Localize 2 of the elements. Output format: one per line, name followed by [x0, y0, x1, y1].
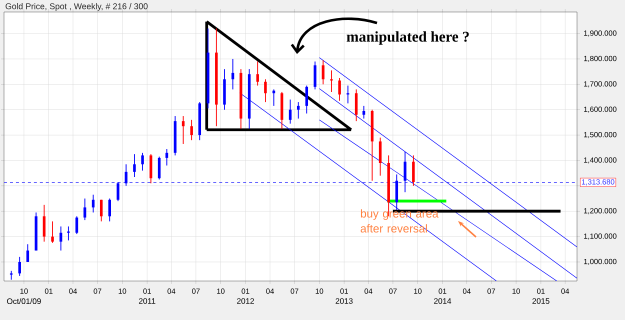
chart-title: Gold Price, Spot , Weekly, # 216 / 300	[6, 3, 148, 11]
annotation: manipulated here ?	[346, 31, 469, 45]
